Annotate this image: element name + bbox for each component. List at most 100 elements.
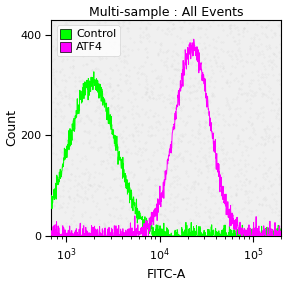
Point [159, 77, 164, 81]
Point [100, 81, 105, 86]
Point [125, 181, 130, 185]
Point [61, 159, 66, 164]
Point [162, 152, 167, 156]
Point [112, 94, 117, 98]
Point [172, 127, 177, 132]
Point [79, 115, 83, 120]
Point [141, 231, 146, 236]
Point [169, 122, 174, 126]
Point [83, 166, 88, 171]
Point [86, 49, 91, 53]
Point [195, 18, 200, 23]
Point [123, 143, 128, 148]
Point [100, 159, 105, 163]
Point [199, 60, 204, 65]
Point [260, 197, 265, 202]
Point [161, 169, 165, 174]
Point [232, 65, 237, 70]
Point [68, 64, 73, 69]
Point [119, 135, 124, 140]
Point [75, 106, 80, 110]
Point [210, 93, 214, 98]
Point [249, 146, 254, 150]
Point [170, 49, 175, 54]
Point [179, 65, 184, 69]
Point [108, 66, 113, 71]
Point [234, 24, 239, 29]
Point [65, 204, 69, 209]
Point [179, 139, 183, 144]
Point [124, 59, 128, 63]
Point [171, 22, 175, 27]
Point [93, 31, 98, 36]
Point [227, 106, 231, 111]
Point [99, 107, 104, 112]
Point [190, 106, 195, 110]
Point [137, 146, 142, 150]
Point [192, 221, 197, 226]
Point [276, 159, 280, 164]
Point [170, 27, 174, 32]
Point [179, 155, 183, 160]
Point [247, 120, 251, 124]
Point [278, 219, 282, 224]
Point [108, 29, 112, 34]
Point [274, 172, 279, 177]
Point [137, 158, 142, 163]
Point [227, 214, 232, 218]
Point [131, 138, 136, 143]
Point [234, 193, 238, 197]
Point [221, 136, 225, 141]
Point [103, 197, 107, 201]
Point [161, 187, 166, 191]
Point [127, 67, 132, 72]
Point [202, 120, 207, 125]
Point [196, 81, 200, 85]
Point [108, 81, 113, 86]
Point [121, 168, 125, 172]
Point [112, 177, 117, 181]
Point [118, 223, 122, 228]
Point [53, 82, 58, 86]
Point [85, 225, 89, 229]
Point [183, 122, 188, 127]
Point [91, 199, 95, 203]
Point [59, 108, 63, 113]
Point [248, 179, 253, 184]
Point [97, 18, 102, 23]
Point [169, 168, 174, 172]
Point [257, 37, 261, 42]
Point [64, 221, 68, 225]
Point [160, 218, 165, 222]
Point [261, 232, 266, 236]
Point [172, 42, 177, 46]
Point [201, 91, 205, 96]
Point [213, 234, 218, 238]
Point [91, 26, 96, 31]
Point [103, 86, 108, 90]
Point [132, 40, 137, 44]
Point [138, 165, 143, 169]
Point [133, 197, 137, 202]
Point [127, 73, 131, 78]
Point [122, 116, 127, 121]
Point [238, 225, 242, 230]
Point [153, 226, 157, 230]
Point [147, 198, 151, 202]
Point [149, 89, 153, 93]
Point [126, 184, 131, 188]
Point [190, 128, 195, 132]
Point [226, 122, 230, 127]
Point [64, 145, 69, 150]
Point [154, 76, 159, 81]
Point [98, 90, 103, 95]
Point [244, 176, 249, 181]
Point [266, 179, 271, 183]
Point [108, 104, 113, 109]
Point [130, 107, 134, 111]
Point [125, 87, 130, 92]
Point [276, 50, 281, 55]
Point [170, 100, 174, 105]
Point [158, 121, 162, 126]
Point [266, 19, 271, 23]
